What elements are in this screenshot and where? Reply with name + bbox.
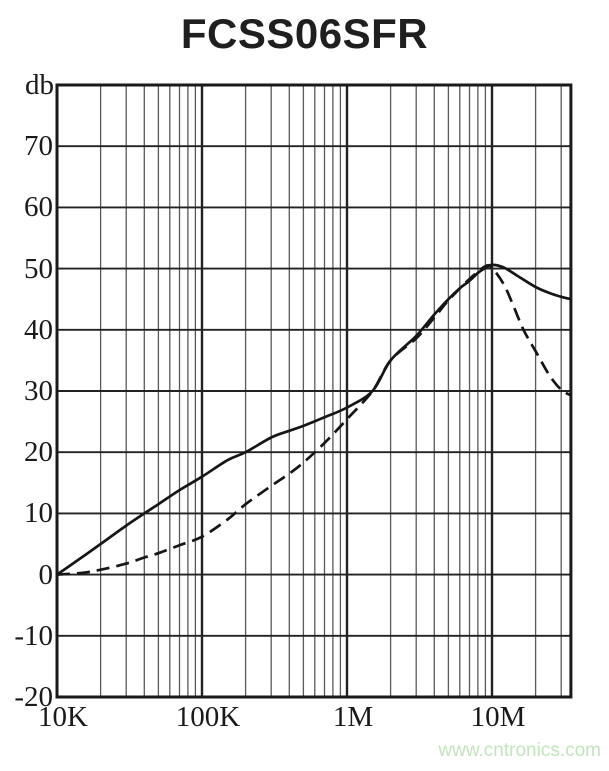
y-tick-label: 40 — [24, 313, 53, 346]
x-tick-label: 10K — [38, 701, 88, 733]
y-tick-label: -20 — [14, 681, 53, 713]
chart-title: FCSS06SFR — [180, 10, 429, 57]
y-tick-label: 0 — [38, 558, 54, 591]
y-tick-label: -10 — [14, 619, 53, 652]
series-solid-line — [56, 263, 572, 576]
x-tick-label: 1M — [332, 701, 374, 733]
y-tick-label: 10 — [24, 497, 53, 530]
x-tick-label: 100K — [175, 701, 241, 733]
series-dashed-line — [56, 263, 572, 576]
y-tick-label: 60 — [24, 191, 53, 224]
y-tick-label: 50 — [24, 252, 53, 285]
x-tick-label: 10M — [470, 701, 526, 733]
y-tick-label: 30 — [24, 375, 53, 407]
watermark: www.cntronics.com — [438, 740, 601, 761]
y-axis-unit-label: db — [25, 69, 54, 101]
y-tick-label: 20 — [24, 436, 53, 469]
y-tick-label: 70 — [24, 130, 53, 163]
plot-border — [55, 83, 573, 699]
